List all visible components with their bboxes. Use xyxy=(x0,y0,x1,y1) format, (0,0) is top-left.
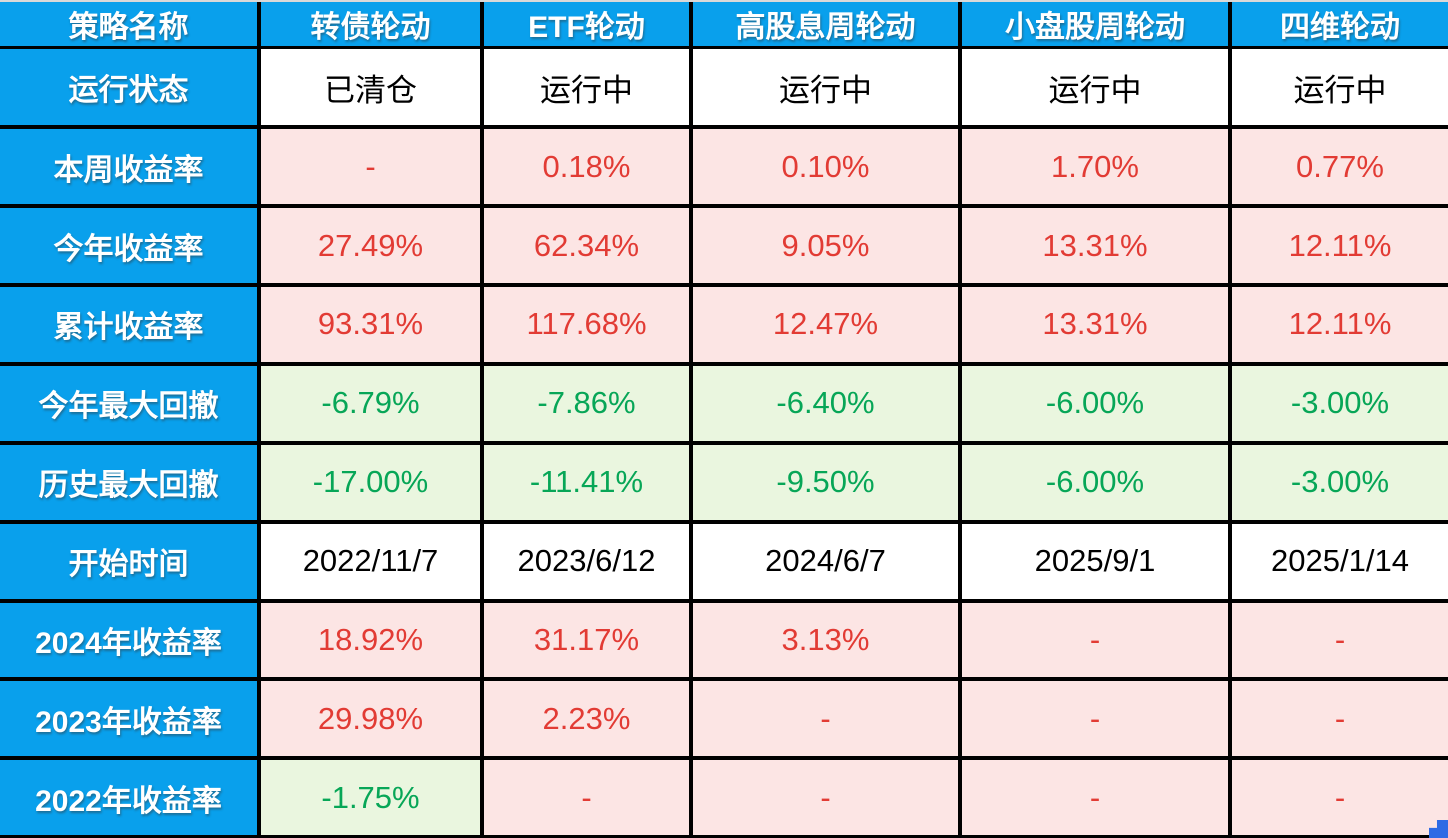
header-cell-col-0[interactable]: 转债轮动 xyxy=(257,2,484,49)
cell-r1-c4[interactable]: 0.77% xyxy=(1228,125,1448,209)
cell-r3-c3[interactable]: 13.31% xyxy=(958,283,1232,366)
header-row: 策略名称 转债轮动 ETF轮动 高股息周轮动 小盘股周轮动 四维轮动 xyxy=(0,2,1448,49)
cell-r4-c3[interactable]: -6.00% xyxy=(958,361,1232,445)
cell-r5-c2[interactable]: -9.50% xyxy=(689,440,962,524)
cell-r1-c2[interactable]: 0.10% xyxy=(689,125,962,209)
cell-r9-c0[interactable]: -1.75% xyxy=(257,756,484,838)
cell-r7-c1[interactable]: 31.17% xyxy=(480,598,693,682)
table-row-2: 今年收益率 27.49% 62.34% 9.05% 13.31% 12.11% xyxy=(0,204,1448,287)
cell-r9-c2[interactable]: - xyxy=(689,756,962,838)
cell-r6-c3[interactable]: 2025/9/1 xyxy=(958,519,1232,603)
row-label-0[interactable]: 运行状态 xyxy=(0,47,261,130)
cell-r4-c2[interactable]: -6.40% xyxy=(689,361,962,445)
table-row-8: 2023年收益率 29.98% 2.23% - - - xyxy=(0,677,1448,761)
cell-r6-c0[interactable]: 2022/11/7 xyxy=(257,519,484,603)
cell-r3-c4[interactable]: 12.11% xyxy=(1228,283,1448,366)
cell-r3-c1[interactable]: 117.68% xyxy=(480,283,693,366)
cell-r5-c1[interactable]: -11.41% xyxy=(480,440,693,524)
cell-r7-c2[interactable]: 3.13% xyxy=(689,598,962,682)
row-label-6[interactable]: 开始时间 xyxy=(0,519,261,603)
cell-r8-c1[interactable]: 2.23% xyxy=(480,677,693,761)
header-cell-strategy-name[interactable]: 策略名称 xyxy=(0,2,261,49)
cell-r0-c4[interactable]: 运行中 xyxy=(1228,47,1448,130)
table-row-6: 开始时间 2022/11/7 2023/6/12 2024/6/7 2025/9/1 20… xyxy=(0,519,1448,603)
cell-r2-c2[interactable]: 9.05% xyxy=(689,204,962,287)
cell-r8-c3[interactable]: - xyxy=(958,677,1232,761)
row-label-8[interactable]: 2023年收益率 xyxy=(0,677,261,761)
row-label-4[interactable]: 今年最大回撤 xyxy=(0,361,261,445)
row-label-7[interactable]: 2024年收益率 xyxy=(0,598,261,682)
row-label-3[interactable]: 累计收益率 xyxy=(0,283,261,366)
cell-r8-c0[interactable]: 29.98% xyxy=(257,677,484,761)
cell-r0-c0[interactable]: 已清仓 xyxy=(257,47,484,130)
row-label-1[interactable]: 本周收益率 xyxy=(0,125,261,209)
cell-r7-c4[interactable]: - xyxy=(1228,598,1448,682)
cell-r4-c4[interactable]: -3.00% xyxy=(1228,361,1448,445)
cell-r1-c1[interactable]: 0.18% xyxy=(480,125,693,209)
cell-r6-c1[interactable]: 2023/6/12 xyxy=(480,519,693,603)
header-cell-col-4[interactable]: 四维轮动 xyxy=(1228,2,1448,49)
table-row-5: 历史最大回撤 -17.00% -11.41% -9.50% -6.00% -3.00% xyxy=(0,440,1448,524)
table-row-9: 2022年收益率 -1.75% - - - - xyxy=(0,756,1448,838)
row-label-2[interactable]: 今年收益率 xyxy=(0,204,261,287)
cell-r6-c4[interactable]: 2025/1/14 xyxy=(1228,519,1448,603)
cell-r3-c2[interactable]: 12.47% xyxy=(689,283,962,366)
table-row-1: 本周收益率 -0.18% 0.10% 1.70% 0.77% xyxy=(0,125,1448,209)
cell-r2-c3[interactable]: 13.31% xyxy=(958,204,1232,287)
cell-r0-c1[interactable]: 运行中 xyxy=(480,47,693,130)
cell-r1-c3[interactable]: 1.70% xyxy=(958,125,1232,209)
table-row-4: 今年最大回撤 -6.79% -7.86% -6.40% -6.00% -3.00% xyxy=(0,361,1448,445)
cell-r2-c4[interactable]: 12.11% xyxy=(1228,204,1448,287)
cell-r6-c2[interactable]: 2024/6/7 xyxy=(689,519,962,603)
cell-r0-c2[interactable]: 运行中 xyxy=(689,47,962,130)
cell-r2-c1[interactable]: 62.34% xyxy=(480,204,693,287)
table-row-0: 运行状态 已清仓 运行中 运行中 运行中 运行中 xyxy=(0,47,1448,130)
table-row-7: 2024年收益率 18.92% 31.17% 3.13% - - xyxy=(0,598,1448,682)
cell-r7-c3[interactable]: - xyxy=(958,598,1232,682)
header-cell-col-1[interactable]: ETF轮动 xyxy=(480,2,693,49)
header-cell-col-3[interactable]: 小盘股周轮动 xyxy=(958,2,1232,49)
cell-r9-c3[interactable]: - xyxy=(958,756,1232,838)
cell-r8-c4[interactable]: - xyxy=(1228,677,1448,761)
cell-r9-c4[interactable]: - xyxy=(1228,756,1448,838)
row-label-9[interactable]: 2022年收益率 xyxy=(0,756,261,838)
cell-r5-c3[interactable]: -6.00% xyxy=(958,440,1232,524)
cell-r0-c3[interactable]: 运行中 xyxy=(958,47,1232,130)
cell-r7-c0[interactable]: 18.92% xyxy=(257,598,484,682)
header-cell-col-2[interactable]: 高股息周轮动 xyxy=(689,2,962,49)
row-label-5[interactable]: 历史最大回撤 xyxy=(0,440,261,524)
cell-r5-c0[interactable]: -17.00% xyxy=(257,440,484,524)
cell-r4-c0[interactable]: -6.79% xyxy=(257,361,484,445)
cell-r5-c4[interactable]: -3.00% xyxy=(1228,440,1448,524)
cell-r2-c0[interactable]: 27.49% xyxy=(257,204,484,287)
cell-r3-c0[interactable]: 93.31% xyxy=(257,283,484,366)
cell-r1-c0[interactable]: - xyxy=(257,125,484,209)
cell-r4-c1[interactable]: -7.86% xyxy=(480,361,693,445)
cell-r8-c2[interactable]: - xyxy=(689,677,962,761)
table-body: 运行状态 已清仓 运行中 运行中 运行中 运行中 本周收益率 -0.18% 0.10% 1.70%… xyxy=(0,47,1448,838)
cell-r9-c1[interactable]: - xyxy=(480,756,693,838)
table-row-3: 累计收益率 93.31% 117.68% 12.47% 13.31% 12.11% xyxy=(0,283,1448,366)
